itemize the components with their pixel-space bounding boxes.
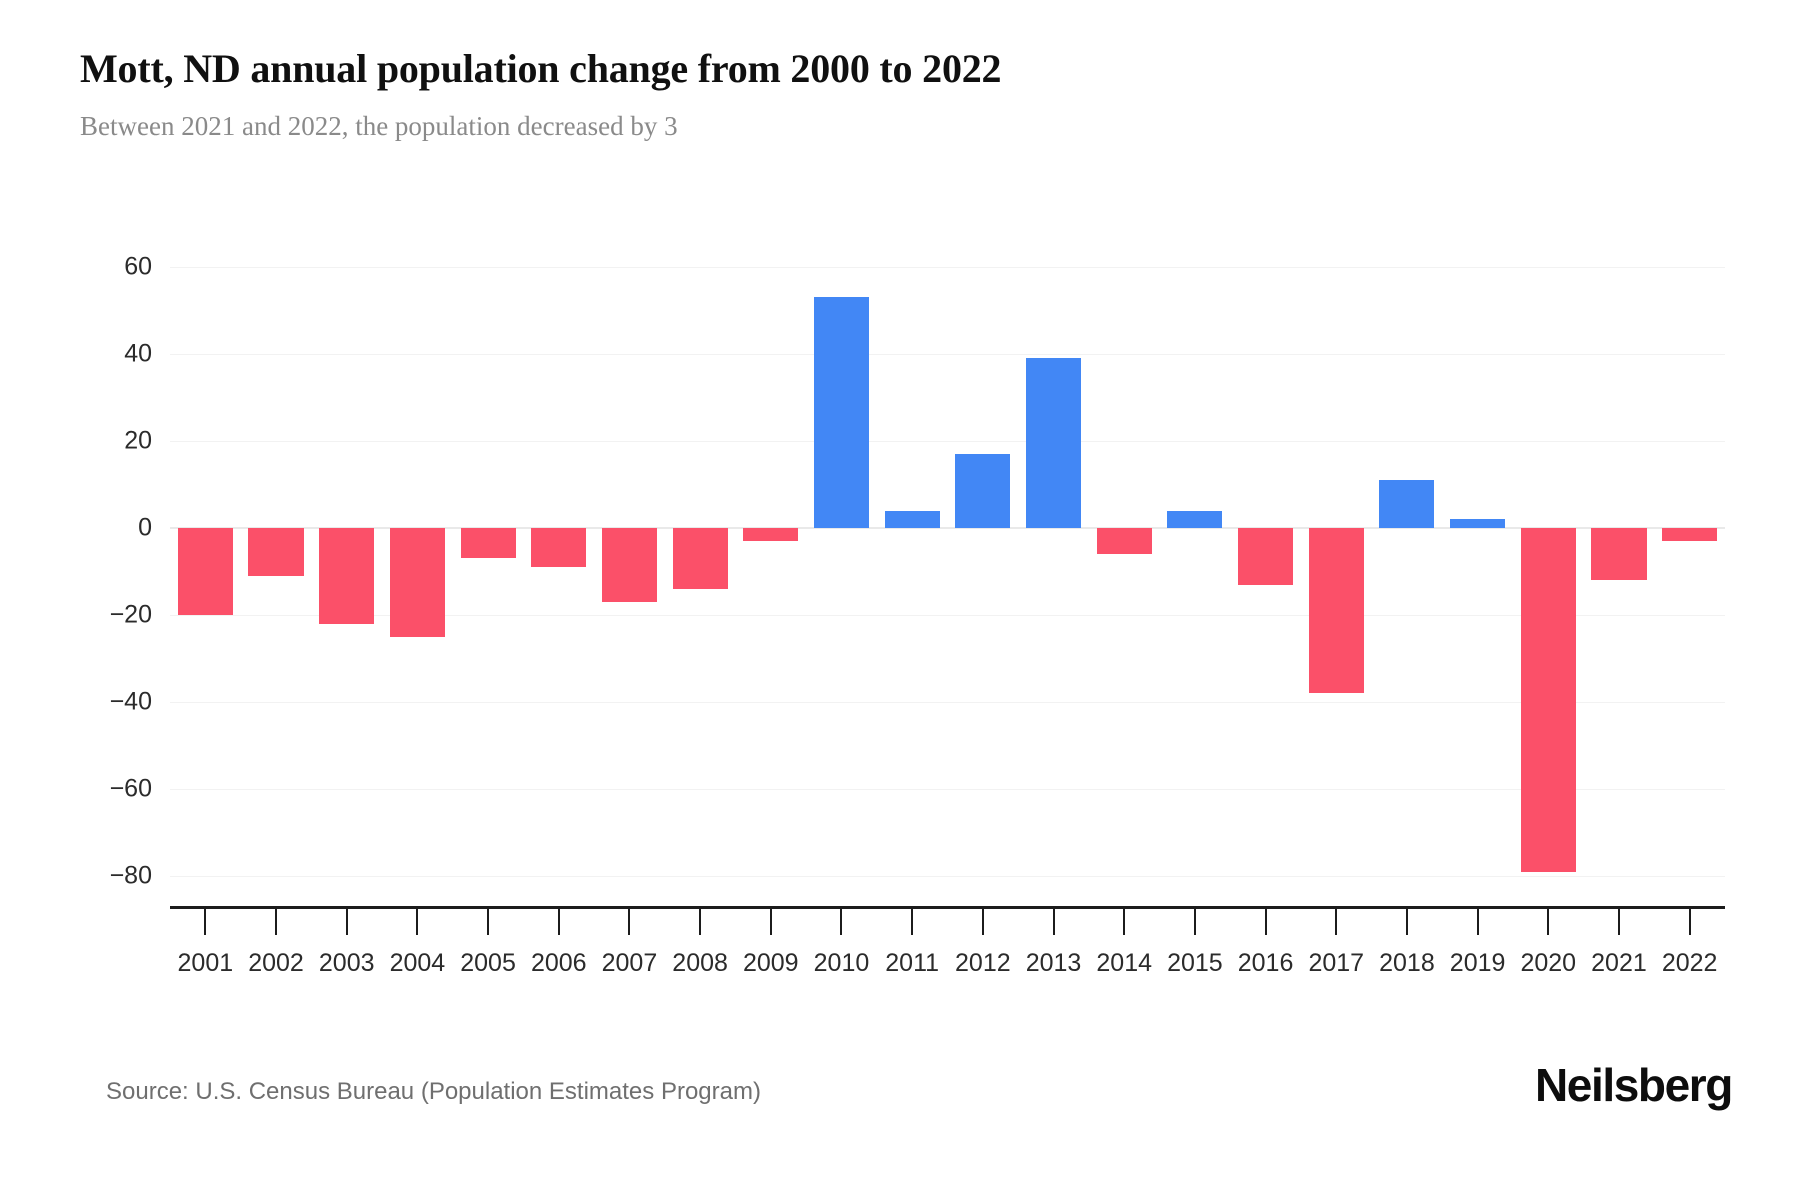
bar-2021[interactable]: [1591, 528, 1647, 581]
x-axis-tick-label: 2020: [1520, 949, 1577, 977]
bar-2020[interactable]: [1520, 528, 1576, 872]
x-axis-tick: [1264, 909, 1267, 935]
x-axis-tick: [1476, 909, 1479, 935]
bar-2017[interactable]: [1308, 528, 1364, 694]
bar-2008[interactable]: [672, 528, 728, 589]
x-axis-tick-label: 2008: [672, 949, 728, 977]
x-axis-line: [170, 906, 1725, 909]
x-axis-tick-label: 2007: [601, 949, 658, 977]
x-axis-tick: [204, 909, 207, 935]
bar-2018[interactable]: [1379, 480, 1435, 528]
x-axis-tick-label: 2004: [389, 949, 446, 977]
x-axis-tick: [699, 909, 702, 935]
bar-2001[interactable]: [177, 528, 233, 615]
x-axis-tick-label: 2006: [530, 949, 587, 977]
x-axis-tick: [1052, 909, 1055, 935]
x-axis-tick-label: 2005: [460, 949, 516, 977]
x-axis-tick: [628, 909, 631, 935]
x-axis-tick-label: 2010: [813, 949, 870, 977]
x-axis-tick-label: 2019: [1449, 949, 1506, 977]
y-axis-tick-label: −20: [109, 600, 152, 629]
bar-2019[interactable]: [1450, 519, 1506, 528]
x-axis-tick: [911, 909, 914, 935]
x-axis-tick-label: 2022: [1661, 949, 1718, 977]
bar-2011[interactable]: [884, 510, 940, 528]
bar-2007[interactable]: [601, 528, 657, 602]
x-axis-tick: [1123, 909, 1126, 935]
x-axis-tick-label: 2009: [742, 949, 799, 977]
x-axis-tick: [557, 909, 560, 935]
y-gridline: [170, 267, 1725, 268]
y-axis-tick-label: 20: [124, 426, 152, 455]
x-axis-tick: [1335, 909, 1338, 935]
bar-2003[interactable]: [319, 528, 375, 624]
y-axis-tick-label: 0: [138, 513, 152, 542]
bar-2002[interactable]: [248, 528, 304, 576]
x-axis-tick-label: 2021: [1591, 949, 1647, 977]
bar-2015[interactable]: [1167, 510, 1223, 528]
bar-2009[interactable]: [743, 528, 799, 542]
y-gridline: [170, 702, 1725, 703]
bar-2013[interactable]: [1025, 358, 1082, 528]
y-gridline: [170, 354, 1725, 355]
x-axis-tick-label: 2017: [1308, 949, 1365, 977]
x-axis-tick-label: 2018: [1379, 949, 1435, 977]
x-axis-tick: [1405, 909, 1408, 935]
bar-2005[interactable]: [460, 528, 516, 559]
bar-2004[interactable]: [389, 528, 445, 637]
y-gridline: [170, 876, 1725, 877]
x-axis-tick: [769, 909, 772, 935]
x-axis-tick-label: 2011: [885, 949, 940, 977]
bar-2016[interactable]: [1238, 528, 1294, 585]
bar-2010[interactable]: [813, 297, 870, 528]
x-axis-tick: [1688, 909, 1691, 935]
chart-header: Mott, ND annual population change from 2…: [80, 46, 1720, 142]
x-axis-tick-label: 2014: [1096, 949, 1153, 977]
x-axis-tick: [416, 909, 419, 935]
bar-2022[interactable]: [1662, 528, 1718, 542]
x-axis-tick: [1617, 909, 1620, 935]
y-axis-tick-label: −80: [109, 861, 152, 890]
x-axis-tick: [487, 909, 490, 935]
y-gridline: [170, 441, 1725, 442]
bar-2012[interactable]: [955, 454, 1011, 528]
y-axis-tick-label: 40: [124, 339, 152, 368]
y-gridline: [170, 615, 1725, 616]
page-title: Mott, ND annual population change from 2…: [80, 46, 1002, 91]
x-axis-tick-label: 2012: [955, 949, 1011, 977]
x-axis-tick: [840, 909, 843, 935]
x-axis-tick-label: 2003: [318, 949, 375, 977]
x-axis-tick-label: 2015: [1167, 949, 1223, 977]
y-gridline: [170, 789, 1725, 790]
y-axis-tick-label: −60: [109, 774, 152, 803]
source-note: Source: U.S. Census Bureau (Population E…: [106, 1078, 761, 1105]
x-axis-tick-label: 2013: [1025, 949, 1082, 977]
x-axis-tick-label: 2001: [177, 949, 234, 977]
brand-logo: Neilsberg: [1534, 1059, 1733, 1111]
x-axis-tick-label: 2002: [248, 949, 304, 977]
y-axis-tick-label: 60: [124, 252, 152, 281]
x-axis-tick-label: 2016: [1237, 949, 1294, 977]
zero-baseline: [170, 527, 1725, 529]
x-axis-tick: [981, 909, 984, 935]
x-axis-tick: [1193, 909, 1196, 935]
y-axis-tick-label: −40: [109, 687, 152, 716]
bar-2006[interactable]: [531, 528, 587, 568]
x-axis-tick: [345, 909, 348, 935]
bar-2014[interactable]: [1096, 528, 1152, 555]
page-subtitle: Between 2021 and 2022, the population de…: [80, 111, 678, 141]
x-axis-tick: [1547, 909, 1550, 935]
x-axis-tick: [275, 909, 278, 935]
